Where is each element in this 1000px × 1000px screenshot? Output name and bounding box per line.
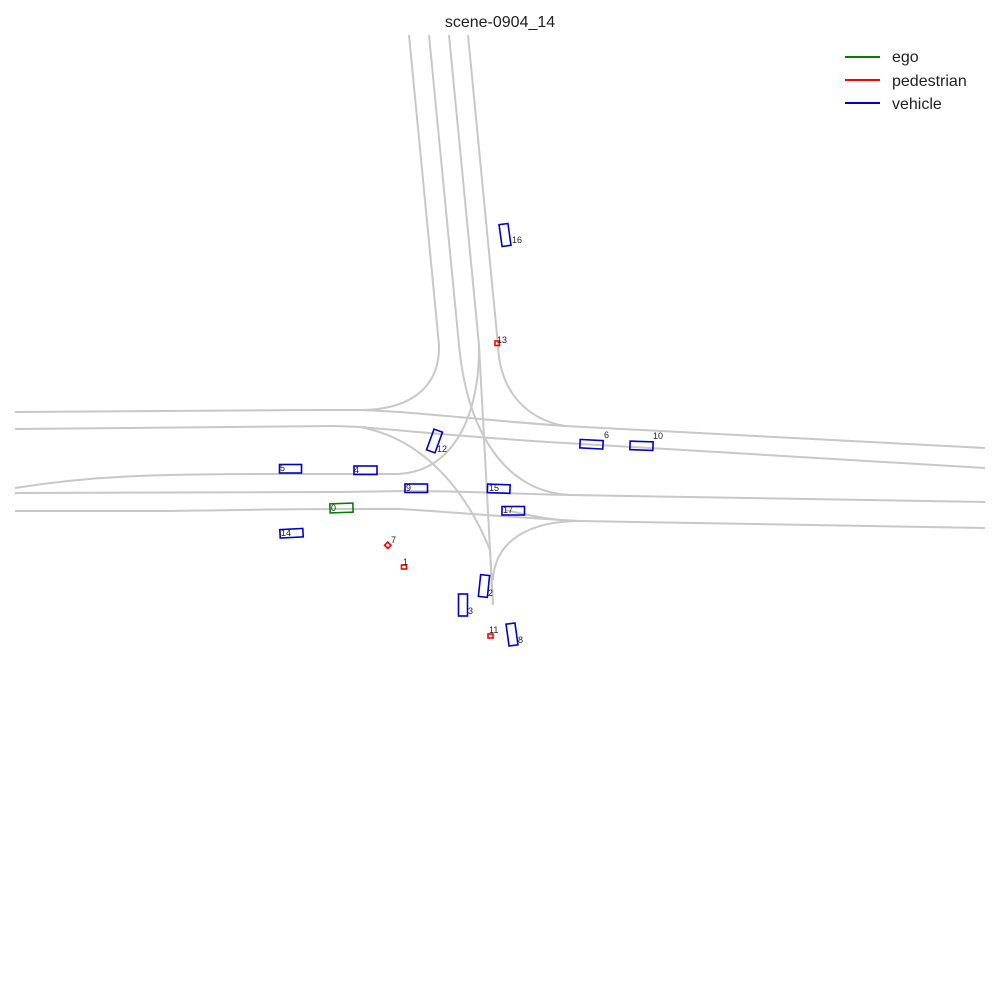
- agent-vehicle-8[interactable]: 8: [505, 622, 523, 647]
- agent-label: 15: [489, 483, 499, 493]
- lane-west-3: [14, 473, 395, 489]
- agent-label: 3: [468, 606, 473, 616]
- agent-label: 13: [497, 335, 507, 345]
- lane-east-3: [339, 489, 986, 503]
- agent-vehicle-9[interactable]: 9: [404, 483, 429, 494]
- agent-vehicle-4[interactable]: 4: [353, 465, 378, 476]
- agent-vehicle-10[interactable]: 10: [629, 431, 663, 452]
- agent-vehicle-12[interactable]: 12: [425, 428, 448, 454]
- agent-label: 16: [512, 235, 522, 245]
- agent-label: 9: [406, 483, 411, 493]
- legend-label-vehicle: vehicle: [892, 96, 942, 113]
- lane-east-2: [334, 425, 986, 469]
- legend-label-pedestrian: pedestrian: [892, 73, 967, 90]
- lane-turn-nw: [359, 344, 441, 411]
- lane-north-4: [467, 34, 499, 346]
- agent-label: 11: [489, 625, 498, 635]
- lane-turn-ne: [497, 344, 566, 427]
- lane-turn-e-s-merge: [504, 509, 581, 522]
- lane-network: [14, 34, 986, 606]
- agent-pedestrian-11[interactable]: 11: [487, 625, 498, 639]
- agent-vehicle-14[interactable]: 14: [278, 527, 305, 539]
- agent-label: 1: [403, 557, 408, 567]
- agent-ego-0[interactable]: 0: [329, 502, 354, 514]
- agent-label: 17: [503, 505, 513, 515]
- agent-pedestrian-1[interactable]: 1: [400, 557, 409, 570]
- agent-layer: 0 1 2 3 4 5 6: [278, 222, 663, 647]
- agent-vehicle-3[interactable]: 3: [457, 593, 474, 617]
- agent-vehicle-5[interactable]: 5: [278, 463, 303, 474]
- agent-label: 10: [653, 431, 663, 441]
- lane-east-4: [355, 508, 986, 529]
- lane-north-2: [428, 34, 460, 346]
- lane-turn-w-n: [394, 344, 481, 475]
- agent-label: 0: [331, 503, 336, 513]
- agent-vehicle-16[interactable]: 16: [498, 222, 522, 248]
- lane-north-1: [408, 34, 440, 346]
- agent-label: 6: [604, 430, 609, 440]
- agent-label: 7: [391, 535, 396, 545]
- lane-west-1: [14, 409, 321, 413]
- agent-label: 8: [518, 635, 523, 645]
- agent-vehicle-6[interactable]: 6: [578, 430, 609, 450]
- agent-pedestrian-13[interactable]: 13: [494, 335, 507, 347]
- legend: ego pedestrian vehicle: [845, 49, 967, 113]
- lane-turn-w-s: [359, 426, 494, 606]
- agent-label: 5: [280, 463, 285, 473]
- lane-turn-n-e: [458, 344, 571, 496]
- legend-label-ego: ego: [892, 49, 919, 66]
- scene-title: scene-0904_14: [445, 14, 555, 31]
- agent-vehicle-17[interactable]: 17: [501, 505, 526, 516]
- lane-north-3: [448, 34, 480, 346]
- agent-vehicle-2[interactable]: 2: [477, 573, 493, 599]
- agent-label: 12: [437, 444, 447, 454]
- agent-vehicle-15[interactable]: 15: [486, 483, 511, 495]
- agent-label: 2: [488, 588, 493, 598]
- lane-east-1: [320, 409, 986, 449]
- agent-pedestrian-7[interactable]: 7: [383, 535, 396, 550]
- lane-west-2: [14, 425, 336, 430]
- lane-west-4: [14, 491, 341, 494]
- agent-label: 4: [354, 465, 359, 475]
- lane-turn-s-e: [492, 520, 581, 581]
- lane-west-5: [15, 508, 356, 512]
- agent-label: 14: [281, 528, 291, 538]
